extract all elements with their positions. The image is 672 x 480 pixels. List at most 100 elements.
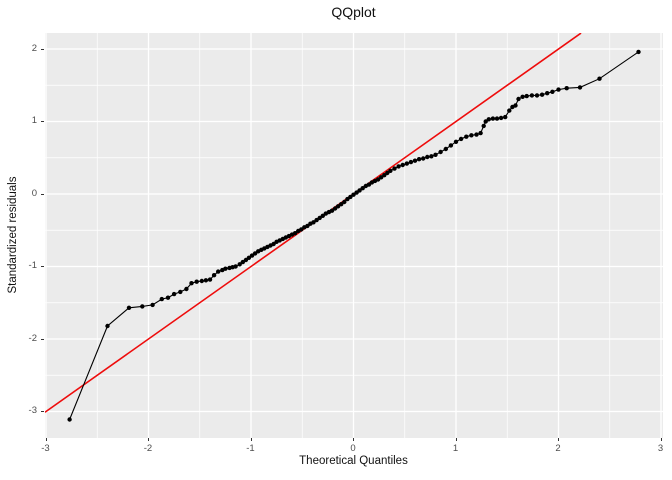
data-point [404,160,409,166]
data-point [292,230,297,235]
data-point [412,158,417,163]
data-point [564,85,569,90]
x-tick-label: 1 [452,443,459,454]
data-point [232,263,238,269]
data-point [139,303,144,309]
plot-panel [44,32,663,438]
data-point [199,278,204,283]
data-point [356,187,362,193]
data-point [347,194,353,199]
data-point [126,305,131,310]
data-point [360,185,365,190]
data-point [468,132,474,137]
y-axis-title: Standardized residuals [7,176,19,294]
data-point [335,203,340,208]
y-tick-label: -3 [28,405,37,416]
y-tick-label: -1 [28,260,37,271]
data-point [338,201,343,206]
data-point [408,159,413,164]
data-point [165,295,170,300]
data-point [249,252,254,258]
data-point [400,162,405,167]
x-tick-mark [148,438,149,441]
data-point [483,118,488,124]
data-point [246,255,251,260]
data-point [515,96,521,101]
data-point [350,192,356,197]
data-point [395,163,401,169]
y-tick-mark [41,338,44,340]
data-point [237,261,242,266]
y-tick-mark [41,121,44,122]
data-point [549,89,555,94]
data-point [211,272,216,277]
x-tick-mark [353,438,354,441]
data-point [432,152,438,157]
data-point [375,176,380,182]
data-point [177,289,182,294]
data-point [448,142,453,148]
data-point [66,416,72,422]
data-point [420,155,425,161]
chart-canvas [44,32,663,438]
data-point [171,291,176,296]
x-tick-label: 2 [555,443,561,454]
data-point [577,84,582,90]
x-tick-mark [250,438,252,441]
x-tick-label: -2 [143,443,153,454]
data-point [159,296,164,301]
data-point [428,153,434,158]
x-tick-mark [660,438,662,441]
y-tick-mark [41,193,44,195]
x-tick-label: -3 [41,443,50,454]
data-point [252,250,257,256]
data-point [494,115,499,121]
data-point [473,131,479,137]
data-point [317,215,322,220]
data-point [424,154,429,159]
data-point [486,116,491,122]
data-point [310,219,316,224]
data-point [183,286,189,291]
y-tick-label: 2 [31,42,37,54]
x-axis-title: Theoretical Quantiles [299,455,408,467]
x-tick-label: 3 [657,443,664,454]
data-point [502,114,507,119]
data-point [222,266,228,271]
data-point [490,115,495,121]
data-point [240,259,245,264]
data-point [215,268,220,274]
plot-title: QQplot [331,4,376,20]
data-point [149,302,155,307]
data-point [519,94,525,99]
data-point [443,146,448,151]
data-point [544,90,549,95]
data-point [104,323,110,328]
data-point [596,76,602,81]
y-tick-mark [41,411,44,412]
y-tick-mark [41,48,44,50]
y-tick-label: 1 [31,115,37,126]
data-point [539,92,544,97]
data-point [384,170,389,175]
y-tick-label: 0 [31,187,37,199]
data-point [524,93,529,98]
data-point [555,86,561,92]
data-point [378,174,383,179]
data-point [188,280,194,285]
data-point [387,168,393,173]
data-point [329,208,334,213]
data-point [298,226,303,232]
y-tick-mark [41,266,44,267]
data-point [463,134,468,139]
data-point [341,199,346,204]
x-tick-mark [45,438,47,441]
data-point [203,277,208,282]
data-point [453,139,458,144]
data-point [481,123,486,128]
x-tick-label: -1 [246,443,255,454]
data-point [529,92,534,98]
y-tick-label: -2 [28,332,37,344]
data-point [416,156,421,161]
